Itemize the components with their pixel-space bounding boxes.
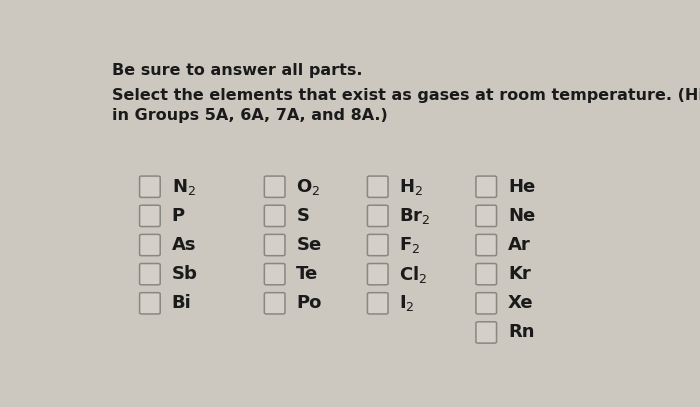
FancyBboxPatch shape	[139, 176, 160, 197]
Text: Bi: Bi	[172, 294, 191, 312]
Text: Sb: Sb	[172, 265, 197, 283]
FancyBboxPatch shape	[368, 293, 388, 314]
Text: Ne: Ne	[508, 207, 536, 225]
Text: Select the elements that exist as gases at room temperature. (Hint: Most of thes: Select the elements that exist as gases …	[112, 88, 700, 103]
Text: Cl$_2$: Cl$_2$	[400, 264, 428, 284]
Text: N$_2$: N$_2$	[172, 177, 195, 197]
FancyBboxPatch shape	[368, 263, 388, 285]
Text: Se: Se	[296, 236, 321, 254]
Text: Rn: Rn	[508, 324, 534, 341]
Text: Kr: Kr	[508, 265, 531, 283]
FancyBboxPatch shape	[476, 176, 496, 197]
Text: H$_2$: H$_2$	[400, 177, 424, 197]
Text: F$_2$: F$_2$	[400, 235, 421, 255]
FancyBboxPatch shape	[476, 293, 496, 314]
FancyBboxPatch shape	[476, 234, 496, 256]
Text: I$_2$: I$_2$	[400, 293, 415, 313]
Text: Te: Te	[296, 265, 318, 283]
Text: P: P	[172, 207, 185, 225]
FancyBboxPatch shape	[476, 322, 496, 343]
Text: in Groups 5A, 6A, 7A, and 8A.): in Groups 5A, 6A, 7A, and 8A.)	[112, 108, 388, 123]
FancyBboxPatch shape	[265, 293, 285, 314]
Text: Be sure to answer all parts.: Be sure to answer all parts.	[112, 63, 363, 78]
Text: Br$_2$: Br$_2$	[400, 206, 431, 226]
FancyBboxPatch shape	[139, 205, 160, 227]
Text: Xe: Xe	[508, 294, 533, 312]
Text: Ar: Ar	[508, 236, 531, 254]
FancyBboxPatch shape	[139, 234, 160, 256]
Text: O$_2$: O$_2$	[296, 177, 321, 197]
FancyBboxPatch shape	[265, 176, 285, 197]
Text: Po: Po	[296, 294, 322, 312]
FancyBboxPatch shape	[265, 263, 285, 285]
Text: S: S	[296, 207, 309, 225]
FancyBboxPatch shape	[368, 205, 388, 227]
FancyBboxPatch shape	[265, 205, 285, 227]
Text: He: He	[508, 178, 536, 196]
FancyBboxPatch shape	[476, 263, 496, 285]
FancyBboxPatch shape	[476, 205, 496, 227]
FancyBboxPatch shape	[368, 234, 388, 256]
FancyBboxPatch shape	[368, 176, 388, 197]
FancyBboxPatch shape	[139, 293, 160, 314]
FancyBboxPatch shape	[139, 263, 160, 285]
Text: As: As	[172, 236, 196, 254]
FancyBboxPatch shape	[265, 234, 285, 256]
